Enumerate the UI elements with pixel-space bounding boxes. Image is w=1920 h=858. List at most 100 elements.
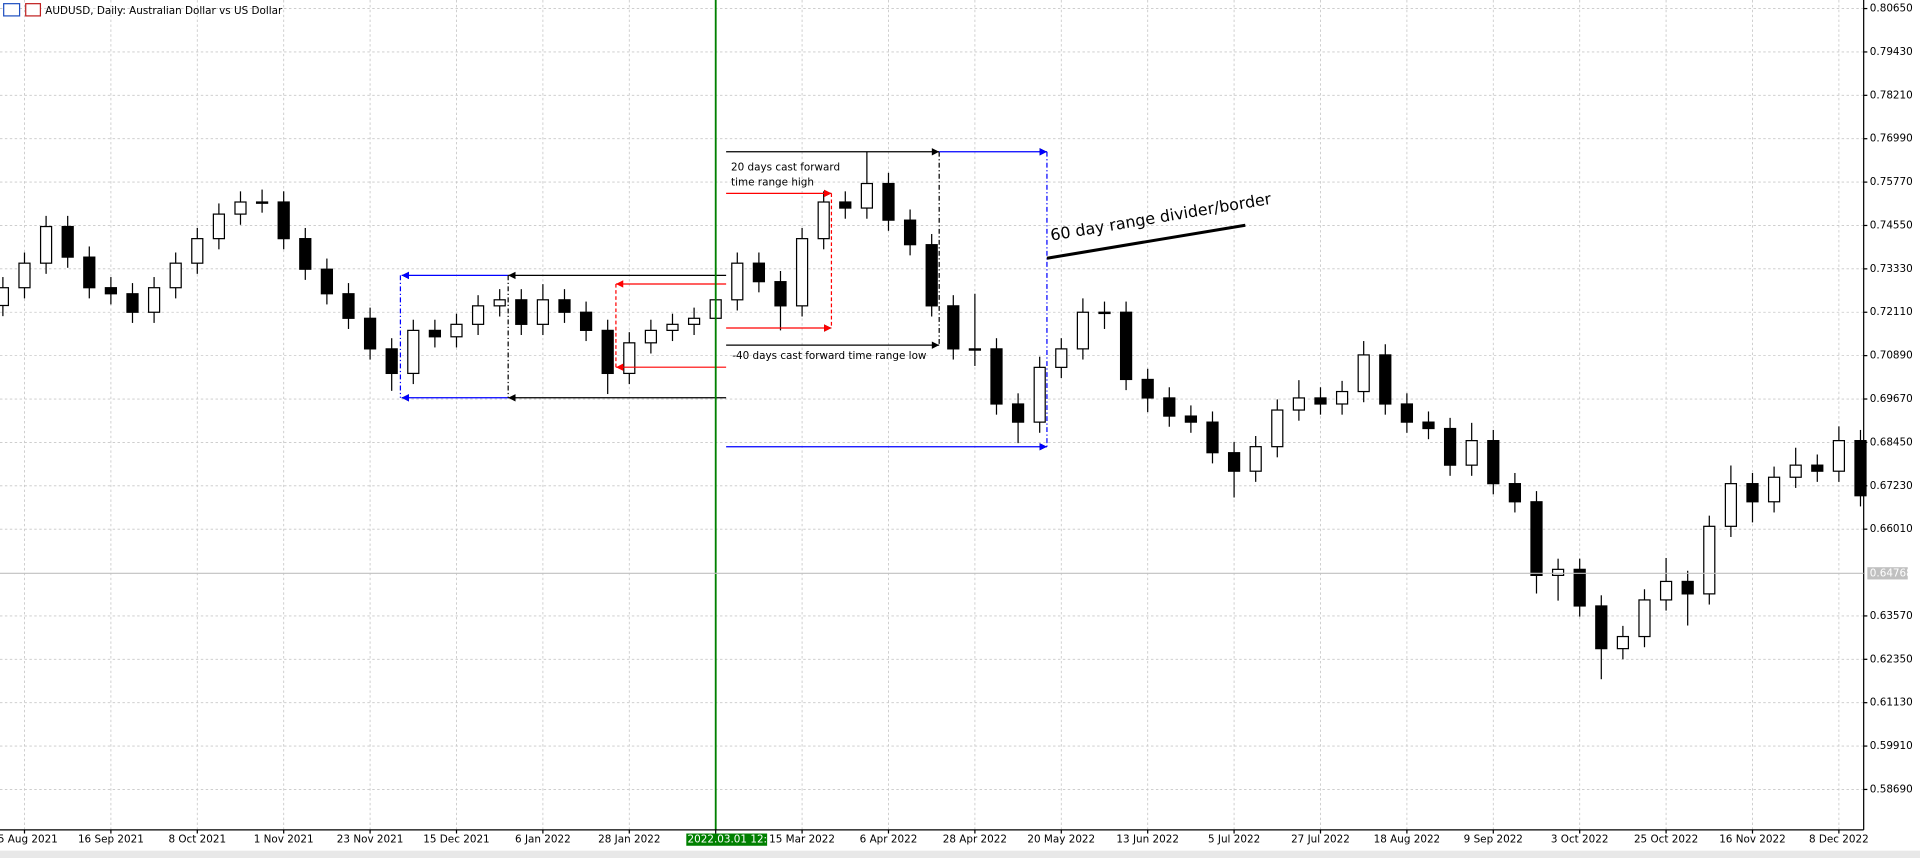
candle-body [774,281,787,307]
annotation: 20 days cast forward [731,162,840,174]
candle-body [1595,605,1608,650]
candle-body [191,238,204,264]
y-tick-label: 0.80650 [1870,3,1913,15]
candle-body [1573,568,1586,607]
candle-body [1789,464,1802,478]
candle-body [1832,440,1846,472]
x-tick-label: 5 Jul 2022 [1208,834,1260,846]
annotation: -40 days cast forward time range low [732,350,927,362]
x-tick-label: 20 May 2022 [1027,834,1095,846]
candle-body [1184,415,1198,423]
candle-body [1767,476,1781,503]
candle-body [623,342,636,375]
candle-body [752,262,766,283]
candle-body [39,225,53,264]
candle-body [1227,452,1241,472]
candle-body [493,299,506,307]
candle-body [903,219,917,246]
candle-body [1141,378,1154,399]
candle-body [968,348,982,351]
candle-body [1379,354,1392,405]
x-tick-label: 18 Aug 2022 [1374,834,1441,846]
y-tick-label: 0.63570 [1870,610,1913,622]
candle-body [1443,427,1457,466]
y-tick-label: 0.70890 [1870,350,1913,362]
grid [0,0,1864,830]
candle-body [1055,348,1068,368]
candle-body [1163,397,1176,417]
x-tick-label: 23 Nov 2021 [337,834,404,846]
y-tick-label: 0.75770 [1870,176,1913,188]
candle-body [126,293,139,313]
y-tick-label: 0.78210 [1870,89,1913,101]
candle-body [471,305,485,325]
x-tick-label: 25 Aug 2021 [0,834,58,846]
current-price-label: 0.64768 [1870,567,1913,579]
y-tick-label: 0.69670 [1870,393,1913,405]
candle-body [0,287,10,307]
candles [0,151,1867,680]
candle-body [860,182,874,209]
annotation: time range high [731,176,814,188]
candle-body [1854,440,1867,497]
candle-body [1011,403,1025,423]
x-tick-label: 28 Apr 2022 [943,834,1007,846]
candle-body [320,268,334,295]
candle-body [1487,440,1500,485]
y-tick-label: 0.72110 [1870,306,1913,318]
candle-body [450,323,463,338]
candle-body [558,299,571,313]
candle-body [882,182,895,221]
candle-body [277,201,290,240]
candle-body [83,256,96,289]
y-tick-label: 0.58690 [1870,783,1913,795]
y-tick-label: 0.67230 [1870,480,1913,492]
candle-body [342,293,355,319]
x-tick-label: 27 Jul 2022 [1291,834,1350,846]
candle-body [536,299,550,325]
candle-body [666,323,679,331]
candle-body [925,244,938,307]
x-tick-label: 15 Dec 2021 [423,834,489,846]
candle-body [1465,440,1478,466]
candle-body [147,287,161,313]
y-tick-label: 0.74550 [1870,219,1913,231]
candle-body [1681,580,1694,595]
candle-body [1724,483,1738,527]
candle-body [363,317,377,350]
x-tick-label: 16 Sep 2021 [78,834,144,846]
candle-body [1616,635,1630,650]
candle-body [255,201,269,204]
candle-body [1314,397,1327,405]
x-tick-label: 15 Mar 2022 [769,834,835,846]
candle-body [1033,366,1046,423]
candle-body [234,201,247,215]
y-tick-label: 0.68450 [1870,436,1913,448]
candle-body [428,329,442,338]
candle-body [515,299,528,325]
candle-body [579,311,593,331]
candle-body [839,201,852,209]
y-tick-label: 0.76990 [1870,133,1913,145]
y-tick-label: 0.73330 [1870,263,1913,275]
candle-body [817,201,830,240]
candle-body [795,238,809,307]
y-tick-label: 0.79430 [1870,46,1913,58]
candle-body [169,262,182,289]
candle-body [212,213,226,240]
y-tick-label: 0.61130 [1870,697,1913,709]
icon [3,3,21,17]
candle-body [1530,501,1543,576]
candle-body [1357,354,1370,393]
candle-body [644,329,658,344]
y-tick-label: 0.59910 [1870,740,1913,752]
x-tick-label: 6 Apr 2022 [860,834,918,846]
candle-body [1098,311,1111,315]
candle-body [61,225,74,258]
candle-body [1551,568,1565,576]
candle-body [104,287,118,295]
trend-line [1046,223,1246,260]
candle-body [385,348,398,375]
candle-body [1119,311,1133,381]
